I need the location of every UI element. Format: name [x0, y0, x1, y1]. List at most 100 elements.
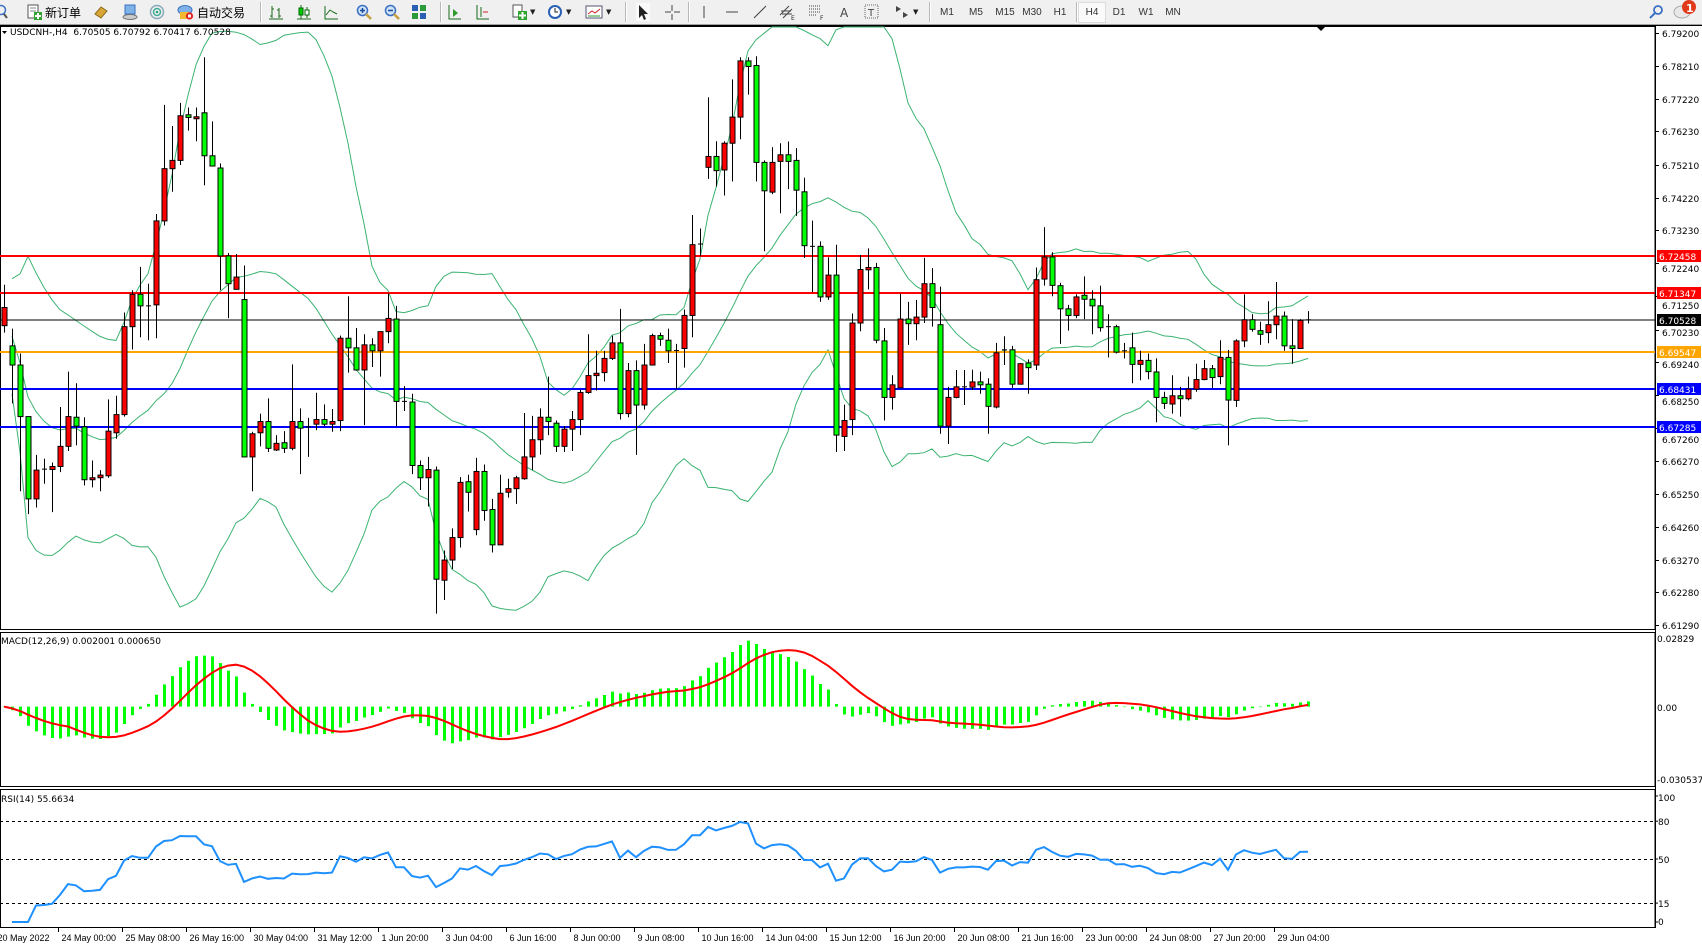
- timeframe-d1[interactable]: D1: [1112, 6, 1126, 18]
- macd-histogram-bar: [435, 706, 438, 736]
- candle-body: [1, 307, 8, 327]
- macd-histogram-bar: [459, 706, 462, 742]
- candle: [105, 399, 112, 478]
- timeframe-w1[interactable]: W1: [1138, 6, 1154, 18]
- line-chart-icon[interactable]: [323, 3, 339, 21]
- candle: [201, 57, 208, 186]
- candle-body: [1265, 324, 1272, 334]
- auto-trading-button[interactable]: 自动交易: [177, 3, 245, 21]
- cursor-icon[interactable]: [636, 3, 650, 21]
- macd-histogram-bar: [227, 670, 230, 707]
- candle: [121, 312, 128, 417]
- auto-trading-label: 自动交易: [197, 5, 246, 20]
- macd-histogram-bar: [915, 706, 918, 722]
- candle-body: [1041, 256, 1048, 280]
- candle-body: [313, 419, 320, 425]
- macd-histogram-bar: [1011, 706, 1014, 725]
- horizontal-line-icon[interactable]: [724, 3, 740, 21]
- fibonacci-icon[interactable]: F: [808, 3, 826, 21]
- price-tick-label: 6.77220: [1662, 96, 1699, 106]
- candle: [801, 177, 808, 258]
- candle: [345, 296, 352, 373]
- macd-histogram-bar: [523, 706, 526, 729]
- chart-shift-marker[interactable]: [1316, 26, 1326, 31]
- text-label-icon[interactable]: T: [864, 3, 880, 21]
- candle-body: [585, 375, 592, 393]
- candle: [1225, 349, 1232, 446]
- search-icon[interactable]: [0, 3, 8, 21]
- candle-body: [1249, 319, 1256, 330]
- macd-histogram-bar: [843, 706, 846, 715]
- macd-histogram-bar: [1243, 706, 1246, 711]
- macd-histogram-bar: [931, 706, 934, 718]
- templates-button[interactable]: ▼: [585, 3, 611, 21]
- search-button[interactable]: [1648, 3, 1664, 21]
- macd-histogram-bar: [555, 706, 558, 714]
- macd-histogram-bar: [475, 706, 478, 738]
- chart-menu-triangle-icon[interactable]: [2, 31, 7, 34]
- autoscroll-icon[interactable]: [474, 3, 490, 21]
- candle-body: [649, 335, 656, 366]
- arrows-button[interactable]: ▼: [894, 3, 918, 21]
- macd-histogram-bar: [1043, 706, 1046, 709]
- vertical-line-icon[interactable]: [698, 3, 710, 21]
- timeframe-h1[interactable]: H1: [1053, 6, 1067, 18]
- zoom-in-icon[interactable]: [356, 3, 372, 21]
- navigator-icon[interactable]: [122, 3, 138, 21]
- time-axis-label: 20 Jun 08:00: [958, 933, 1010, 943]
- macd-histogram-bar: [91, 706, 94, 739]
- timeframe-m15[interactable]: M15: [995, 6, 1015, 18]
- bar-chart-icon[interactable]: [268, 3, 284, 21]
- text-icon[interactable]: A: [838, 3, 852, 21]
- macd-histogram-bar: [1123, 706, 1126, 708]
- timeframe-m1[interactable]: M1: [940, 6, 954, 18]
- level-price-tag: [1657, 314, 1701, 326]
- candle-body: [1057, 285, 1064, 310]
- macd-histogram-bar: [1035, 706, 1038, 716]
- macd-histogram-bar: [1059, 704, 1062, 707]
- indicators-button[interactable]: ▼: [511, 3, 535, 21]
- notifications-button[interactable]: 1: [1672, 0, 1698, 19]
- candle-body: [345, 337, 352, 349]
- trendline-icon[interactable]: [752, 3, 768, 21]
- zoom-out-icon[interactable]: [384, 3, 400, 21]
- candle-body: [1169, 395, 1176, 405]
- timeframe-h4[interactable]: H4: [1078, 2, 1106, 23]
- new-order-button[interactable]: 新订单: [26, 3, 81, 21]
- periods-button[interactable]: ▼: [547, 3, 571, 21]
- candle: [209, 121, 216, 167]
- macd-histogram-bar: [683, 686, 686, 707]
- crosshair-icon[interactable]: [664, 3, 680, 21]
- rsi-pane: [0, 820, 1655, 923]
- equidistant-channel-icon[interactable]: E: [779, 3, 797, 21]
- chat-bubble-icon: [1673, 0, 1696, 19]
- candle: [969, 369, 976, 390]
- timeframe-m30[interactable]: M30: [1022, 6, 1042, 18]
- tile-windows-icon[interactable]: [411, 3, 427, 21]
- candle-body: [273, 442, 280, 451]
- level-price-label: 6.67285: [1659, 424, 1696, 434]
- candle-body: [857, 268, 864, 324]
- chart-shift-icon[interactable]: [446, 3, 462, 21]
- candle: [977, 371, 984, 394]
- svg-text:F: F: [820, 15, 824, 20]
- candle: [785, 141, 792, 190]
- timeframe-m5[interactable]: M5: [969, 6, 983, 18]
- price-tick-label: 6.67260: [1662, 436, 1699, 446]
- candle: [649, 333, 656, 366]
- time-axis-label: 27 Jun 20:00: [1214, 933, 1266, 943]
- candle-body: [425, 468, 432, 479]
- market-watch-icon[interactable]: [93, 3, 109, 21]
- candle: [553, 420, 560, 452]
- auto-trading-icon: [177, 5, 194, 20]
- candle: [825, 257, 832, 300]
- candle-body: [833, 274, 840, 436]
- macd-axis-label: 0.00: [1657, 704, 1677, 714]
- candle-body: [473, 470, 480, 531]
- candle: [962, 369, 967, 406]
- timeframe-mn[interactable]: MN: [1165, 6, 1181, 18]
- signals-icon[interactable]: [149, 3, 165, 21]
- candle-body: [65, 416, 72, 447]
- candlestick-icon[interactable]: [296, 3, 312, 21]
